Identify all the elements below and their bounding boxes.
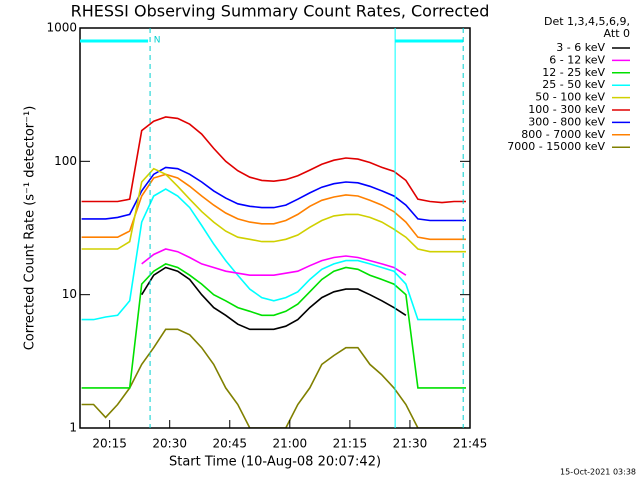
series-line [81,173,466,241]
legend-header: Det 1,3,4,5,6,9, [544,15,630,28]
legend-label: 50 - 100 keV [535,91,605,104]
night-label: N [154,36,161,46]
y-tick-label: 1 [69,421,77,435]
series-line [141,248,407,276]
series-line [81,188,466,321]
series-line [141,266,407,331]
legend-label: 800 - 7000 keV [521,128,605,141]
chart-title: RHESSI Observing Summary Count Rates, Co… [71,2,490,21]
x-tick-label: 20:30 [152,437,187,451]
y-axis-label: Corrected Count Rate (s⁻¹ detector⁻¹) [23,106,38,351]
x-tick-label: 21:30 [393,437,428,451]
x-tick-label: 21:45 [453,437,488,451]
x-axis-label: Start Time (10-Aug-08 20:07:42) [169,455,381,470]
legend-header: Att 0 [604,27,630,40]
series-line [81,166,466,222]
x-tick-label: 21:15 [333,437,368,451]
series-line [81,167,466,253]
timestamp: 15-Oct-2021 03:38 [560,468,636,477]
plot-area [81,116,466,428]
legend-label: 6 - 12 keV [549,53,605,66]
legend-label: 25 - 50 keV [542,78,605,91]
series-line [81,328,466,428]
plot-frame [79,27,471,429]
legend-label: 7000 - 15000 keV [507,140,605,153]
x-tick-label: 20:45 [212,437,247,451]
legend-label: 300 - 800 keV [528,115,605,128]
legend-label: 3 - 6 keV [556,41,605,54]
x-tick-label: 21:00 [273,437,308,451]
series-line [81,263,466,389]
x-tick-label: 20:15 [92,437,127,451]
y-tick-label: 1000 [46,21,77,35]
legend-label: 12 - 25 keV [542,66,605,79]
series-line [81,116,466,204]
legend-label: 100 - 300 keV [528,103,605,116]
y-tick-label: 100 [54,154,77,168]
y-tick-label: 10 [62,287,77,301]
